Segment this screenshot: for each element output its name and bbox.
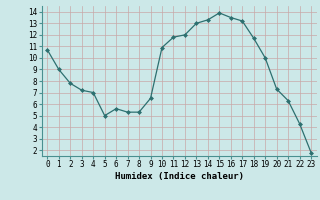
X-axis label: Humidex (Indice chaleur): Humidex (Indice chaleur) bbox=[115, 172, 244, 181]
